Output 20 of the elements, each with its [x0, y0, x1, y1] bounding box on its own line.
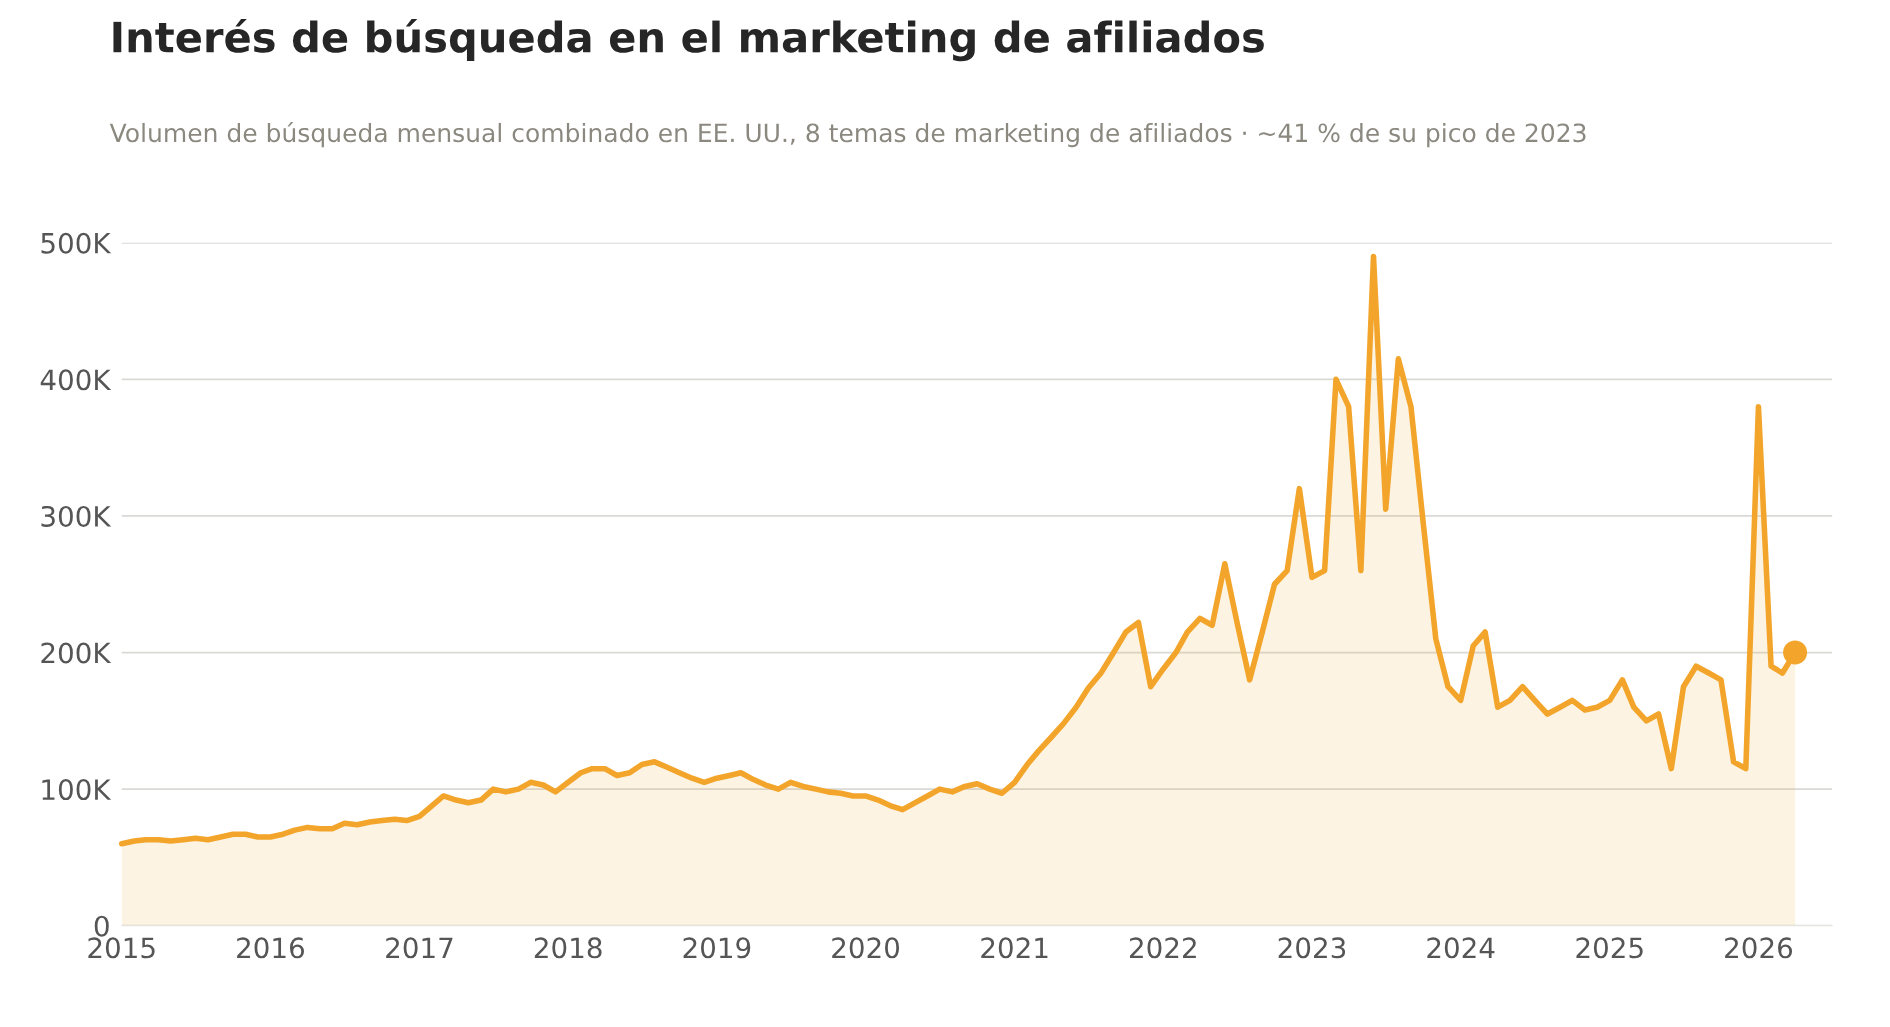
- x-tick-label: 2015: [88, 937, 155, 959]
- y-tick-label: 0: [94, 915, 109, 937]
- x-tick-label: 2021: [981, 937, 1048, 959]
- x-tick-label: 2025: [1576, 937, 1643, 959]
- x-tick-label: 2024: [1427, 937, 1495, 959]
- y-tick-label: 200K: [41, 642, 112, 664]
- x-tick-label: 2016: [237, 937, 304, 959]
- y-tick-label: 100K: [42, 779, 112, 801]
- y-tick-label: 500K: [41, 232, 112, 254]
- x-tick-label: 2020: [832, 937, 900, 959]
- x-tick-label: 2019: [683, 937, 751, 959]
- x-tick-label: 2018: [534, 937, 602, 959]
- y-tick-label: 400K: [40, 369, 112, 391]
- x-tick-label: 2017: [386, 937, 453, 959]
- x-tick-label: 2022: [1129, 937, 1196, 959]
- x-tick-label: 2023: [1278, 937, 1346, 959]
- y-tick-label: 300K: [41, 505, 112, 527]
- chart-subtitle: Volumen de búsqueda mensual combinado en EE. UU., 8 temas de marketing de afiliados · ~41 % de su pico de 2023: [109, 121, 1586, 148]
- x-tick-label: 2026: [1725, 937, 1793, 959]
- chart-title: Interés de búsqueda en el marketing de afiliados: [113, 18, 1264, 62]
